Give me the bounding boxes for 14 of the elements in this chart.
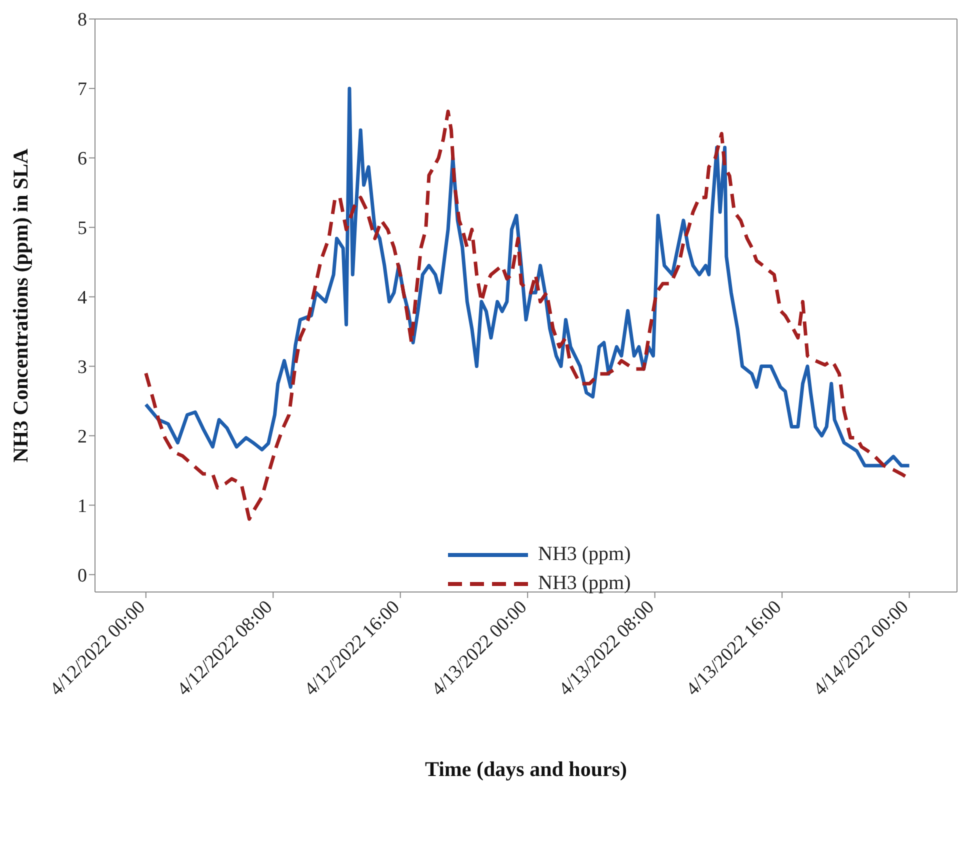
y-tick-label: 3 (78, 357, 87, 378)
y-tick-label: 7 (78, 79, 87, 100)
y-tick-label: 5 (78, 218, 87, 240)
y-tick-label: 8 (78, 10, 87, 31)
y-tick-label: 2 (78, 426, 87, 448)
x-axis-title: Time (days and hours) (424, 757, 628, 781)
legend-label: NH3 (ppm) (538, 572, 631, 595)
line-series (144, 86, 912, 468)
legend-label: NH3 (ppm) (538, 543, 631, 566)
y-axis-title: NH3 Concentrations (ppm) in SLA (8, 148, 32, 462)
y-tick-label: 1 (78, 496, 87, 517)
y-tick-label: 4 (78, 288, 88, 309)
y-tick-label: 6 (78, 148, 87, 170)
y-tick-label: 0 (78, 565, 87, 586)
